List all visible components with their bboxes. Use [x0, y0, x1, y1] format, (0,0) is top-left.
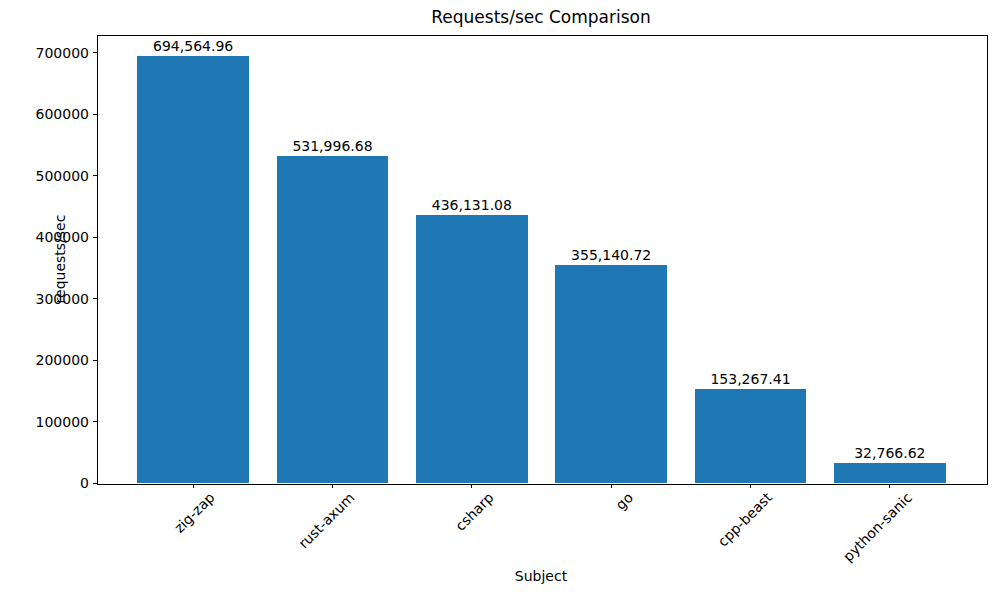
- y-tick-mark: [93, 421, 97, 422]
- y-tick-mark: [93, 360, 97, 361]
- x-tick-label: rust-axum: [296, 490, 357, 551]
- x-tick-mark: [471, 484, 472, 488]
- x-axis-label: Subject: [515, 568, 567, 584]
- bar-value-label: 531,996.68: [292, 139, 372, 153]
- x-tick-mark: [193, 484, 194, 488]
- y-tick-label: 700000: [36, 46, 89, 60]
- y-tick-mark: [93, 114, 97, 115]
- x-tick-mark: [889, 484, 890, 488]
- x-tick-mark: [332, 484, 333, 488]
- y-tick-mark: [93, 483, 97, 484]
- bar: [137, 56, 248, 483]
- y-tick-label: 0: [80, 476, 89, 490]
- x-tick-mark: [750, 484, 751, 488]
- x-tick-label: zig-zap: [172, 490, 218, 536]
- y-tick-mark: [93, 298, 97, 299]
- bar: [695, 389, 806, 483]
- y-tick-mark: [93, 237, 97, 238]
- x-tick-label: python-sanic: [840, 490, 915, 565]
- y-tick-label: 100000: [36, 415, 89, 429]
- y-tick-label: 500000: [36, 169, 89, 183]
- chart-title: Requests/sec Comparison: [431, 7, 651, 27]
- bar-value-label: 32,766.62: [854, 446, 925, 460]
- bar-chart-figure: Requests/sec Comparison 0100000200000300…: [0, 0, 1000, 600]
- bar: [834, 463, 945, 483]
- bar-value-label: 355,140.72: [571, 248, 651, 262]
- bar-value-label: 436,131.08: [432, 198, 512, 212]
- x-tick-label: cpp-beast: [715, 490, 775, 550]
- bar: [416, 215, 527, 483]
- y-axis-label: requests/sec: [52, 215, 68, 304]
- x-tick-label: go: [613, 490, 636, 513]
- x-tick-mark: [611, 484, 612, 488]
- bar: [277, 156, 388, 483]
- bar-value-label: 694,564.96: [153, 39, 233, 53]
- bar: [555, 265, 666, 483]
- bar-value-label: 153,267.41: [710, 372, 790, 386]
- y-tick-mark: [93, 175, 97, 176]
- y-tick-mark: [93, 52, 97, 53]
- y-tick-label: 600000: [36, 107, 89, 121]
- x-tick-label: csharp: [453, 490, 497, 534]
- y-tick-label: 200000: [36, 353, 89, 367]
